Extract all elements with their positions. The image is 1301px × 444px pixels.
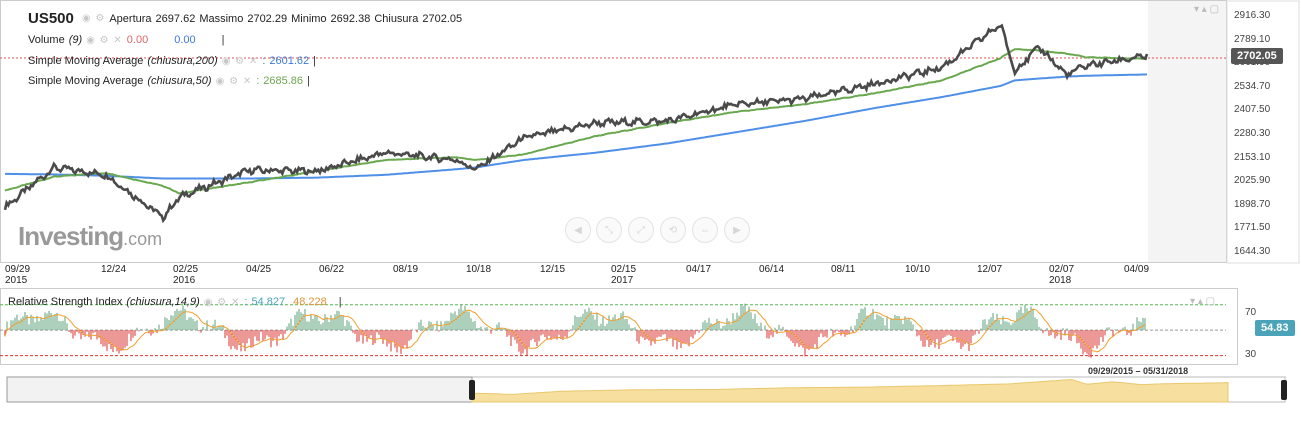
navigator-right-handle	[1281, 380, 1287, 400]
time-tick-label: 12/15	[540, 264, 566, 275]
panel-controls[interactable]: ▾ ▴ ▢	[1194, 4, 1220, 15]
price-tick-label: 2534.70	[1234, 80, 1271, 92]
apertura-value: 2697.62	[155, 12, 196, 25]
time-tick-label: 08/11	[831, 264, 856, 275]
sma50-legend: Simple Moving Average (chiusura,50) ◉ ⚙ …	[28, 75, 310, 87]
price-line	[3, 23, 1149, 224]
time-tick-label: 10/18	[466, 264, 492, 275]
price-tick-label: 1898.70	[1234, 198, 1271, 210]
time-tick-label: 08/19	[393, 264, 419, 275]
rsi-value-1: 54.827	[251, 296, 286, 308]
chiusura-label: Chiusura	[374, 12, 419, 25]
time-tick-label: 02/25	[173, 264, 199, 275]
time-tick-label: 04/09	[1124, 264, 1150, 275]
rsi-level-70: 70	[1245, 307, 1257, 318]
chiusura-value: 2702.05	[422, 12, 463, 25]
time-year-label: 2018	[1049, 275, 1072, 286]
fit-button[interactable]: ⇔	[692, 217, 718, 243]
apertura-label: Apertura	[109, 12, 152, 25]
time-tick-label: 12/24	[101, 264, 127, 275]
minimo-label: Minimo	[291, 12, 327, 25]
last-price-tag: 2702.05	[1231, 47, 1283, 64]
minimo-value: 2692.38	[330, 12, 371, 25]
symbol-title: US500	[28, 10, 74, 27]
massimo-label: Massimo	[199, 12, 244, 25]
sma50-param: (chiusura,50)	[147, 75, 212, 87]
rsi-panel-controls[interactable]: ▾ ▴ ▢	[1190, 296, 1216, 307]
rsi-icons[interactable]: ◉ ⚙ ✕	[203, 296, 241, 308]
time-tick-label: 09/29	[5, 264, 31, 275]
time-tick-label: 02/07	[1049, 264, 1075, 275]
zoom-out-button[interactable]: ⤡	[596, 217, 622, 243]
reset-zoom-button[interactable]: ⟲	[660, 217, 686, 243]
navigator-mask	[6, 376, 473, 403]
time-tick-label: 10/10	[905, 264, 931, 275]
price-tick-label: 2789.10	[1234, 33, 1271, 45]
sma50-icons[interactable]: ◉ ⚙ ✕	[215, 75, 253, 87]
rsi-value-tag: 54.83	[1255, 320, 1295, 336]
navigator-left-handle	[469, 380, 475, 400]
time-year-label: 2017	[611, 275, 634, 286]
price-tick-label: 1644.30	[1234, 245, 1271, 257]
rsi-legend: Relative Strength Index (chiusura,14,9) …	[8, 296, 342, 308]
price-tick-label: 2407.50	[1234, 104, 1271, 116]
rsi-label: Relative Strength Index	[8, 296, 123, 308]
zoom-in-button[interactable]: ⤢	[628, 217, 654, 243]
rsi-param: (chiusura,14,9)	[126, 296, 200, 308]
rsi-signal-line	[4, 308, 1146, 353]
sma200-value: 2601.62	[269, 55, 310, 67]
future-area	[1148, 1, 1226, 262]
rsi-level-30: 30	[1245, 349, 1257, 360]
sma50-line	[4, 48, 1148, 195]
rsi-chart[interactable]	[0, 303, 1226, 358]
time-navigator[interactable]	[6, 376, 1287, 403]
visibility-icons[interactable]: ◉ ⚙	[81, 13, 106, 24]
sma200-label: Simple Moving Average	[28, 55, 144, 67]
volume-label: Volume	[28, 34, 65, 46]
time-tick-label: 04/17	[686, 264, 712, 275]
price-tick-label: 1771.50	[1234, 222, 1271, 234]
time-tick-label: 06/14	[759, 264, 785, 275]
investing-logo: Investing.com	[18, 221, 163, 251]
scroll-left-button[interactable]: ◀	[565, 217, 591, 243]
navigator-area	[471, 379, 1229, 403]
price-axis-panel	[1226, 0, 1300, 264]
chart-frames	[0, 0, 1300, 365]
sma50-label: Simple Moving Average	[28, 75, 144, 87]
time-tick-label: 02/15	[611, 264, 637, 275]
sma200-legend: Simple Moving Average (chiusura,200) ◉ ⚙…	[28, 55, 317, 67]
price-tick-label: 2153.10	[1234, 151, 1271, 163]
ohlc-legend: US500 ◉ ⚙ Apertura 2697.62 Massimo 2702.…	[28, 10, 462, 27]
price-tick-label: 2280.30	[1234, 128, 1271, 140]
sma200-line	[5, 73, 1148, 180]
volume-param: (9)	[68, 34, 83, 46]
navigator-range: 09/29/2015 – 05/31/2018	[1088, 366, 1189, 376]
volume-icons[interactable]: ◉ ⚙ ✕	[86, 34, 123, 46]
massimo-value: 2702.29	[247, 12, 288, 25]
scroll-right-button[interactable]: ▶	[724, 217, 750, 243]
time-year-label: 2015	[5, 275, 28, 286]
sma200-icons[interactable]: ◉ ⚙ ✕	[221, 55, 259, 67]
time-tick-label: 12/07	[977, 264, 1003, 275]
sma200-param: (chiusura,200)	[147, 55, 218, 67]
volume-legend: Volume (9) ◉ ⚙ ✕ 0.00 0.00 |	[28, 34, 225, 46]
volume-value-2: 0.00	[174, 34, 196, 46]
volume-value-1: 0.00	[126, 34, 149, 46]
time-tick-label: 04/25	[246, 264, 272, 275]
price-tick-label: 2025.90	[1234, 175, 1271, 187]
price-tick-label: 2916.30	[1234, 10, 1271, 22]
sma50-value: 2685.86	[263, 75, 304, 87]
price-chart[interactable]	[3, 23, 1149, 224]
time-tick-label: 06/22	[319, 264, 345, 275]
rsi-value-2: 48.228	[293, 296, 327, 308]
rsi-frame	[0, 288, 1238, 365]
time-year-label: 2016	[173, 275, 196, 286]
